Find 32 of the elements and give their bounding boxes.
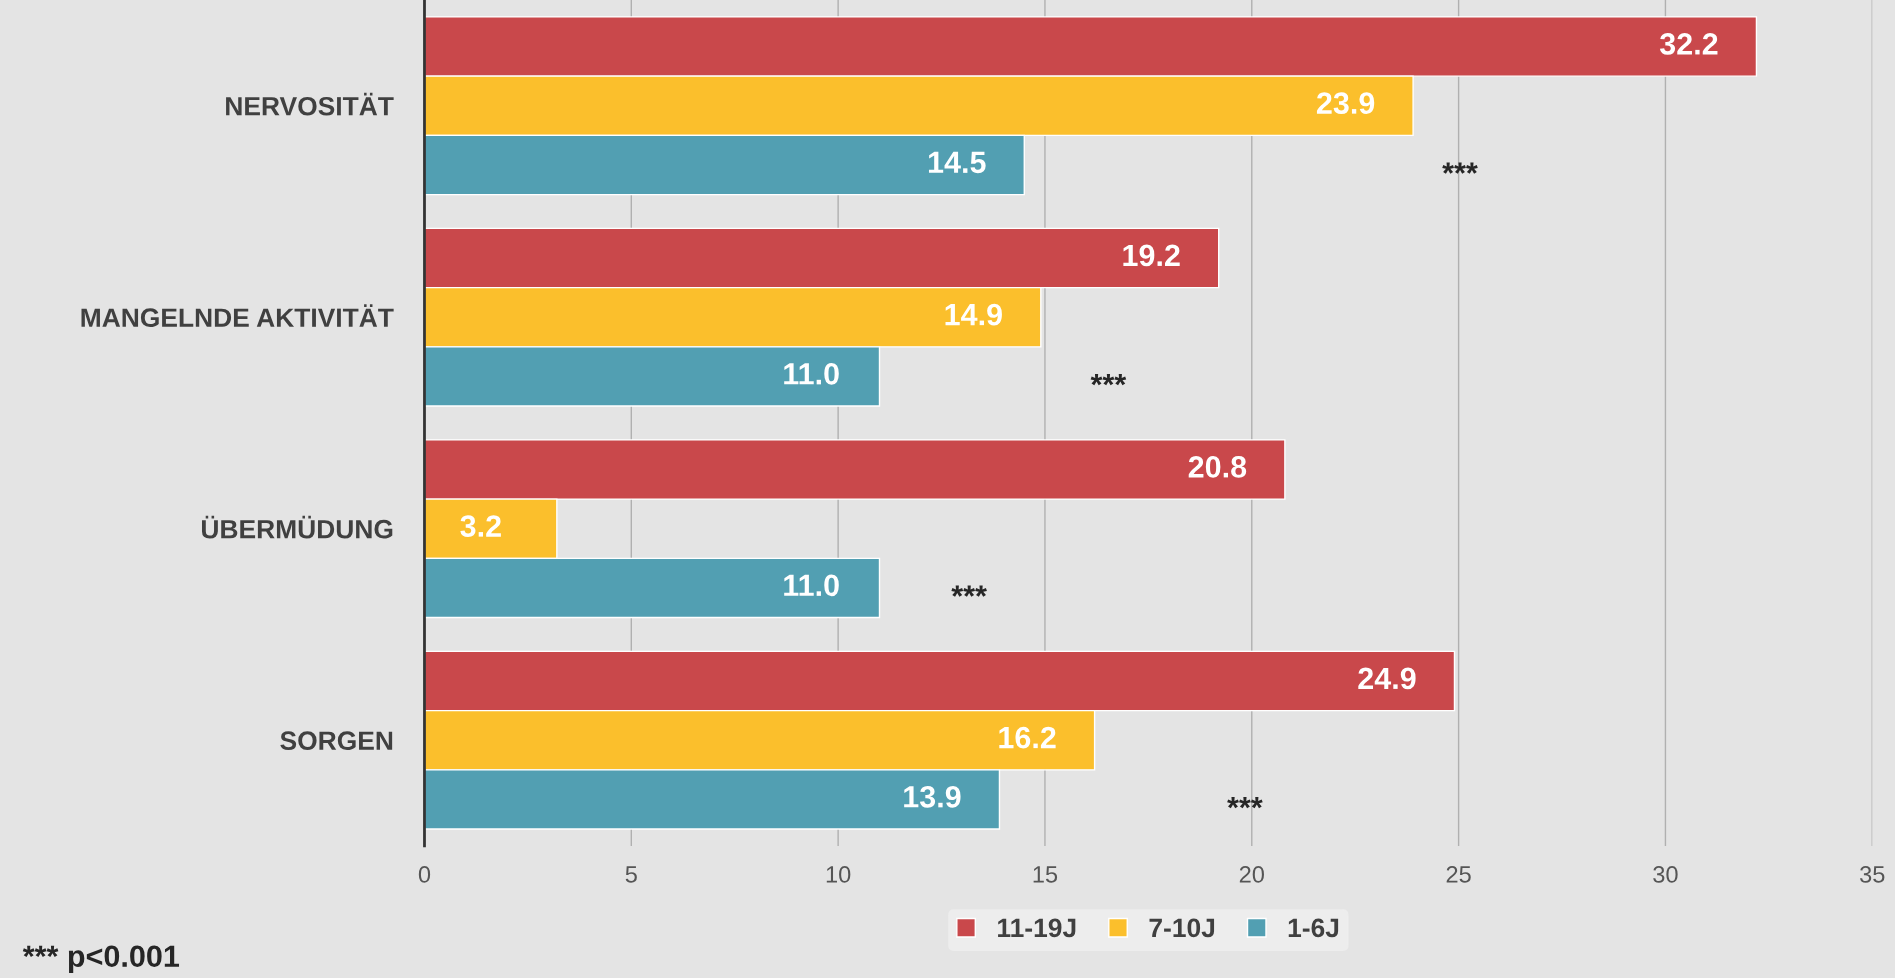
data-label: 13.9 — [904, 786, 961, 808]
x-tick-label: 30 — [1653, 866, 1678, 883]
y-tick-label: NERVOSITÄT — [226, 92, 394, 116]
y-tick-label: MANGELNDE AKTIVITÄT — [81, 304, 394, 328]
x-tick-label: 35 — [1860, 866, 1885, 883]
data-label: 24.9 — [1358, 667, 1416, 690]
x-tick-label: 10 — [826, 866, 851, 883]
legend-label: 7-10J — [1149, 918, 1215, 938]
y-tick-label: SORGEN — [280, 731, 393, 751]
annotation: *** — [951, 585, 987, 597]
data-label: 14.9 — [945, 303, 1002, 326]
data-label: 20.8 — [1188, 456, 1247, 478]
x-tick-label: 25 — [1446, 866, 1471, 883]
y-tick-label: ÜBERMÜDUNG — [201, 515, 393, 539]
annotation: *** — [1090, 373, 1127, 386]
data-label: 11.0 — [784, 574, 839, 597]
legend-label: 1-6J — [1288, 918, 1339, 938]
x-tick-label: 15 — [1033, 866, 1058, 883]
annotation: *** — [1227, 796, 1263, 809]
data-label: 14.5 — [928, 151, 986, 174]
data-label: 23.9 — [1316, 92, 1375, 114]
data-label: 16.2 — [999, 726, 1056, 749]
x-tick-label: 5 — [625, 866, 637, 883]
legend-label: 11-19J — [998, 918, 1076, 938]
annotation: *** — [1442, 162, 1478, 174]
x-tick-label: 0 — [418, 866, 431, 883]
text: *** p<0.001 — [22, 945, 180, 974]
data-label: 3.2 — [460, 515, 501, 537]
x-tick-label: 20 — [1239, 866, 1264, 883]
data-label: 11.0 — [784, 363, 839, 385]
data-label: 32.2 — [1659, 33, 1718, 55]
data-label: 19.2 — [1123, 244, 1180, 267]
